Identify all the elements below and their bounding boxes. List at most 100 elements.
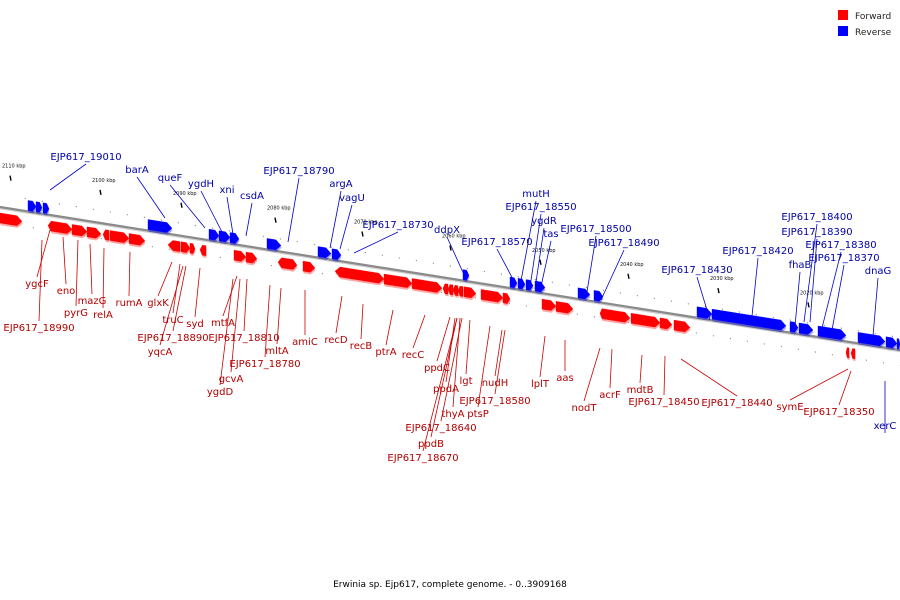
gene-label-muth: mutH xyxy=(522,189,550,200)
scale-minor-tick xyxy=(806,322,808,324)
scale-minor-tick xyxy=(83,235,85,237)
gene-leader-line xyxy=(329,190,342,249)
gene-arrow-ruma xyxy=(128,233,146,246)
gene-label-aas: aas xyxy=(556,373,573,384)
gene-label-ejp617-18570: EJP617_18570 xyxy=(461,237,532,248)
gene-label-recc: recC xyxy=(402,350,425,361)
gene-leader-line xyxy=(38,239,43,322)
gene-leader-line xyxy=(385,309,394,346)
gene-label-ygdr: ygdR xyxy=(531,216,557,227)
gene-leader-line xyxy=(831,264,845,331)
gene-label-vagu: vagU xyxy=(339,193,365,204)
scale-minor-tick xyxy=(721,308,723,310)
gene-leader-line xyxy=(663,355,666,396)
gene-leader-line xyxy=(200,190,223,233)
gene-arrow-fhab xyxy=(789,321,799,333)
gene-leader-line xyxy=(276,287,282,345)
gene-arrow-ruma xyxy=(109,230,130,243)
gene-label-ptra: ptrA xyxy=(375,347,396,358)
gene-arrow-truc xyxy=(180,241,191,253)
gene-label-ejp617-18430: EJP617_18430 xyxy=(661,265,732,276)
gene-leader-line xyxy=(339,204,353,250)
scale-minor-tick xyxy=(92,208,94,210)
gene-arrow-xerc xyxy=(896,338,900,350)
gene-leader-line xyxy=(172,265,187,332)
genome-caption: Erwinia sp. Ejp617, complete genome. - 0… xyxy=(333,580,567,590)
gene-arrow-bara xyxy=(147,219,173,233)
gene-arrow-recb xyxy=(352,268,385,284)
scale-minor-tick xyxy=(576,313,578,315)
gene-arrow-mtfa xyxy=(233,249,247,262)
gene-arrow-glxk xyxy=(167,240,181,252)
gene-arrow-ejp617-18990 xyxy=(0,212,23,226)
gene-label-ygcf: ygcF xyxy=(25,279,49,290)
gene-leader-line xyxy=(222,275,238,317)
scale-minor-tick xyxy=(568,284,570,286)
scale-minor-tick xyxy=(75,205,77,208)
gene-leader-line xyxy=(519,200,537,287)
scale-minor-tick xyxy=(194,224,196,227)
scale-minor-tick xyxy=(882,362,884,364)
gene-label-truc: truC xyxy=(162,315,183,326)
scale-minor-tick xyxy=(58,203,60,205)
scale-tick-label: 2070 kbp xyxy=(354,220,378,226)
gene-label-dnag: dnaG xyxy=(865,266,892,277)
scale-minor-tick xyxy=(228,230,230,232)
gene-arrow-ejp617-19010 xyxy=(27,200,37,212)
gene-leader-line xyxy=(803,223,818,323)
gene-leader-line xyxy=(440,317,463,422)
gene-leader-line xyxy=(287,177,300,243)
gene-label-fhab: fhaB xyxy=(789,260,812,271)
gene-leader-line xyxy=(430,317,458,438)
scale-tick-label: 2110 kbp xyxy=(2,164,26,170)
gene-arrow-tas xyxy=(534,280,546,293)
gene-label-ppdc: ppdC xyxy=(424,363,450,374)
gene-leader-line xyxy=(243,278,248,332)
gene-label-ejp617-18640: EJP617_18640 xyxy=(405,423,476,434)
gene-arrow-ejp617-18580 xyxy=(502,292,511,304)
scale-minor-tick xyxy=(474,297,476,299)
scale-minor-tick xyxy=(814,351,816,353)
scale-minor-tick xyxy=(32,227,34,229)
scale-minor-tick xyxy=(449,265,451,267)
gene-arrow-nudh xyxy=(480,289,504,303)
scale-minor-tick xyxy=(321,272,323,275)
scale-minor-tick xyxy=(177,222,179,224)
gene-arrow-ygdh xyxy=(208,228,220,241)
scale-minor-tick xyxy=(585,286,587,289)
gene-arrow-mazg xyxy=(86,226,102,239)
gene-arrow-ejp617-18440 xyxy=(673,319,691,333)
gene-leader-line xyxy=(445,317,456,383)
scale-minor-tick xyxy=(636,295,638,297)
gene-label-ejp617-18420: EJP617_18420 xyxy=(722,246,793,257)
scale-minor-tick xyxy=(755,313,757,316)
gene-arrow-lgt xyxy=(463,286,477,299)
gene-label-tas: tas xyxy=(543,229,558,240)
gene-arrow-eno xyxy=(55,221,73,234)
gene-label-nudh: nudH xyxy=(482,378,509,389)
scale-tick-label: 2060 kbp xyxy=(442,234,466,240)
gene-leader-line xyxy=(49,163,87,191)
gene-leader-line xyxy=(789,368,849,401)
gene-arrow-recd xyxy=(334,266,354,280)
scale-minor-tick xyxy=(712,335,714,337)
legend: Forward Reverse xyxy=(838,10,892,38)
gene-arrow-nodt xyxy=(599,308,606,320)
gene-label-recb: recB xyxy=(350,341,373,352)
gene-arrow-ejp617-18810 xyxy=(245,251,258,264)
scale-minor-tick xyxy=(704,305,706,308)
scale-minor-tick xyxy=(100,237,102,240)
gene-label-mtfa: mtfA xyxy=(211,318,235,329)
gene-arrow-ejp617-18550 xyxy=(517,278,526,290)
gene-arrow-csda xyxy=(229,232,240,244)
gene-arrow-aas xyxy=(555,301,574,314)
scale-minor-tick xyxy=(517,276,519,278)
gene-leader-line xyxy=(245,202,253,237)
gene-leader-line xyxy=(680,358,738,397)
gene-label-mdtb: mdtB xyxy=(627,385,654,396)
gene-arrow-ejp617-18420 xyxy=(711,308,787,331)
scale-minor-tick xyxy=(772,316,774,319)
gene-label-ejp617-18780: EJP617_18780 xyxy=(229,359,300,370)
gene-leader-line xyxy=(128,251,131,297)
